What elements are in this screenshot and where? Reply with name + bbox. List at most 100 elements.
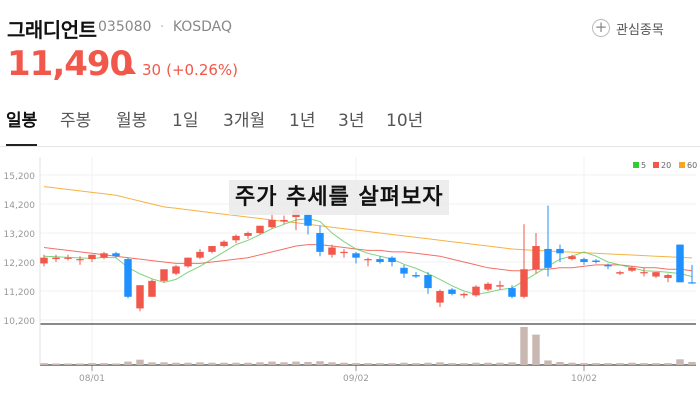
candle-body[interactable] <box>496 285 504 287</box>
candle-body[interactable] <box>40 257 48 264</box>
candle-body[interactable] <box>136 285 144 309</box>
tab-6[interactable]: 3년 <box>338 111 365 131</box>
candle-body[interactable] <box>376 259 384 262</box>
candle-body[interactable] <box>148 280 156 297</box>
candle-body[interactable] <box>448 289 456 294</box>
candle-body[interactable] <box>76 259 84 261</box>
candle-body[interactable] <box>472 286 480 296</box>
candle-body[interactable] <box>184 257 192 267</box>
candle-body[interactable] <box>436 291 444 303</box>
volume-bar <box>100 363 108 365</box>
candle-body[interactable] <box>676 244 684 283</box>
candle-body[interactable] <box>232 235 240 241</box>
tab-0[interactable]: 일봉 <box>6 98 38 146</box>
volume-bar <box>616 363 624 365</box>
volume-bar <box>328 362 336 365</box>
ma20-line <box>43 244 693 272</box>
volume-bar <box>196 362 204 365</box>
overlay-title: 주가 추세를 살펴보자 <box>229 180 450 215</box>
volume-bar <box>172 362 180 365</box>
price-change: 30 (+0.26%) <box>126 61 238 79</box>
x-tick-label: 10/02 <box>571 374 597 384</box>
volume-bar <box>628 362 636 365</box>
candle-body[interactable] <box>244 233 252 236</box>
candle-body[interactable] <box>208 246 216 252</box>
tab-7[interactable]: 10년 <box>386 111 424 131</box>
candle-body[interactable] <box>628 267 636 271</box>
candle-body[interactable] <box>304 214 312 226</box>
candle-body[interactable] <box>172 266 180 274</box>
volume-bar <box>64 363 72 365</box>
candle-body[interactable] <box>364 259 372 261</box>
candle-body[interactable] <box>424 275 432 289</box>
candle-body[interactable] <box>652 272 660 277</box>
candle-body[interactable] <box>88 254 96 260</box>
code-separator: · <box>159 19 165 35</box>
legend-swatch <box>653 162 659 168</box>
volume-bar <box>664 363 672 365</box>
tab-4[interactable]: 3개월 <box>223 111 266 131</box>
watchlist-button[interactable]: + 관심종목 <box>592 15 664 41</box>
candle-body[interactable] <box>316 233 324 252</box>
candle-body[interactable] <box>688 282 696 284</box>
legend-swatch <box>679 162 685 168</box>
candle-body[interactable] <box>412 275 420 277</box>
candle-body[interactable] <box>340 251 348 254</box>
candle-body[interactable] <box>280 219 288 222</box>
volume-bar <box>376 363 384 365</box>
volume-bar <box>580 363 588 365</box>
candle-body[interactable] <box>640 272 648 274</box>
candle-body[interactable] <box>160 269 168 281</box>
legend-label: 5 <box>641 161 646 170</box>
candle-body[interactable] <box>112 253 120 257</box>
x-tick-label: 08/01 <box>79 374 105 384</box>
y-tick-label: 12,200 <box>4 259 36 269</box>
candle-body[interactable] <box>328 247 336 255</box>
stock-header: 그래디언트 035080 · KOSDAQ + 관심종목 11,490 30 (… <box>0 0 700 150</box>
tab-1[interactable]: 주봉 <box>60 111 92 131</box>
candle-body[interactable] <box>544 248 552 268</box>
candle-body[interactable] <box>388 257 396 262</box>
candle-body[interactable] <box>460 293 468 296</box>
volume-bar <box>676 359 684 365</box>
y-tick-label: 13,200 <box>4 230 36 240</box>
change-amount: 30 <box>142 61 162 79</box>
candle-body[interactable] <box>256 225 264 233</box>
candle-body[interactable] <box>352 253 360 258</box>
candle-body[interactable] <box>556 248 564 254</box>
candle-body[interactable] <box>268 219 276 228</box>
candle-body[interactable] <box>196 251 204 258</box>
stock-code: 035080 <box>98 19 152 35</box>
price-chart[interactable]: 15,200 14,200 13,200 12,200 11,200 10,200 08/0… <box>0 147 700 400</box>
candle-body[interactable] <box>484 283 492 290</box>
volume-bar <box>364 363 372 365</box>
volume-bar <box>544 360 552 365</box>
volume-bar <box>652 363 660 365</box>
period-tabs: 일봉 주봉 월봉 1일 3개월 1년 3년 10년 <box>0 98 700 146</box>
candle-body[interactable] <box>592 260 600 262</box>
volume-bar <box>220 362 228 365</box>
candle-body[interactable] <box>520 269 528 297</box>
tab-5[interactable]: 1년 <box>289 111 316 131</box>
candle-body[interactable] <box>400 267 408 274</box>
candle-body[interactable] <box>616 272 624 274</box>
tab-2[interactable]: 월봉 <box>116 111 148 131</box>
volume-bar <box>400 362 408 365</box>
candle-body[interactable] <box>664 275 672 278</box>
candle-body[interactable] <box>508 288 516 297</box>
tab-3[interactable]: 1일 <box>172 111 199 131</box>
candle-body[interactable] <box>124 259 132 297</box>
y-tick-label: 10,200 <box>4 317 36 327</box>
candle-body[interactable] <box>64 257 72 259</box>
volume-bar <box>340 362 348 365</box>
candle-body[interactable] <box>532 246 540 270</box>
candle-body[interactable] <box>580 259 588 262</box>
candle-body[interactable] <box>604 264 612 267</box>
candle-body[interactable] <box>220 241 228 247</box>
candle-body[interactable] <box>52 257 60 260</box>
candle-body[interactable] <box>568 256 576 260</box>
x-tick-label: 09/02 <box>343 374 369 384</box>
volume-bar <box>484 362 492 365</box>
candle-body[interactable] <box>100 253 108 258</box>
legend-label: 60 <box>687 161 697 170</box>
